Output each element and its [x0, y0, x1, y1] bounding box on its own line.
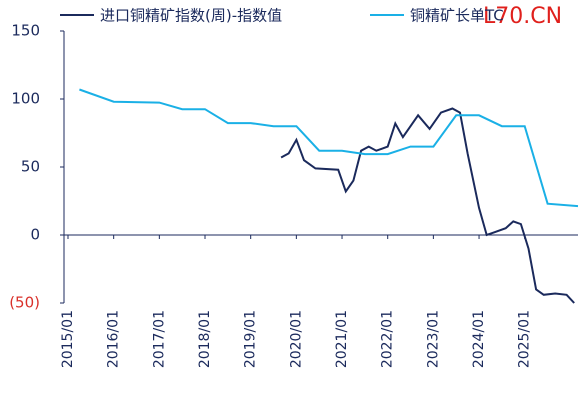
y-tick-label: (50) — [9, 294, 40, 312]
series-line — [280, 107, 575, 304]
legend-label: 进口铜精矿指数(周)-指数值 — [100, 7, 282, 25]
series-line — [79, 88, 579, 208]
x-tick-label: 2022/01 — [380, 310, 396, 368]
y-tick-label: 100 — [11, 90, 40, 108]
watermark: L70.CN — [483, 4, 562, 29]
y-tick-label: 50 — [21, 158, 40, 176]
x-tick-label: 2024/01 — [471, 310, 487, 368]
x-tick-label: 2016/01 — [106, 310, 122, 368]
x-tick-label: 2017/01 — [151, 310, 167, 368]
x-tick-label: 2023/01 — [425, 310, 441, 368]
x-tick-label: 2019/01 — [243, 310, 259, 368]
x-tick-label: 2018/01 — [197, 310, 213, 368]
x-tick-label: 2020/01 — [288, 310, 304, 368]
y-tick-label: 0 — [30, 226, 40, 244]
y-tick-label: 150 — [11, 22, 40, 40]
x-tick-label: 2021/01 — [334, 310, 350, 368]
x-tick-label: 2015/01 — [60, 310, 76, 368]
x-tick-label: 2025/01 — [517, 310, 533, 368]
legend-label: 铜精矿长单TC — [410, 7, 504, 25]
